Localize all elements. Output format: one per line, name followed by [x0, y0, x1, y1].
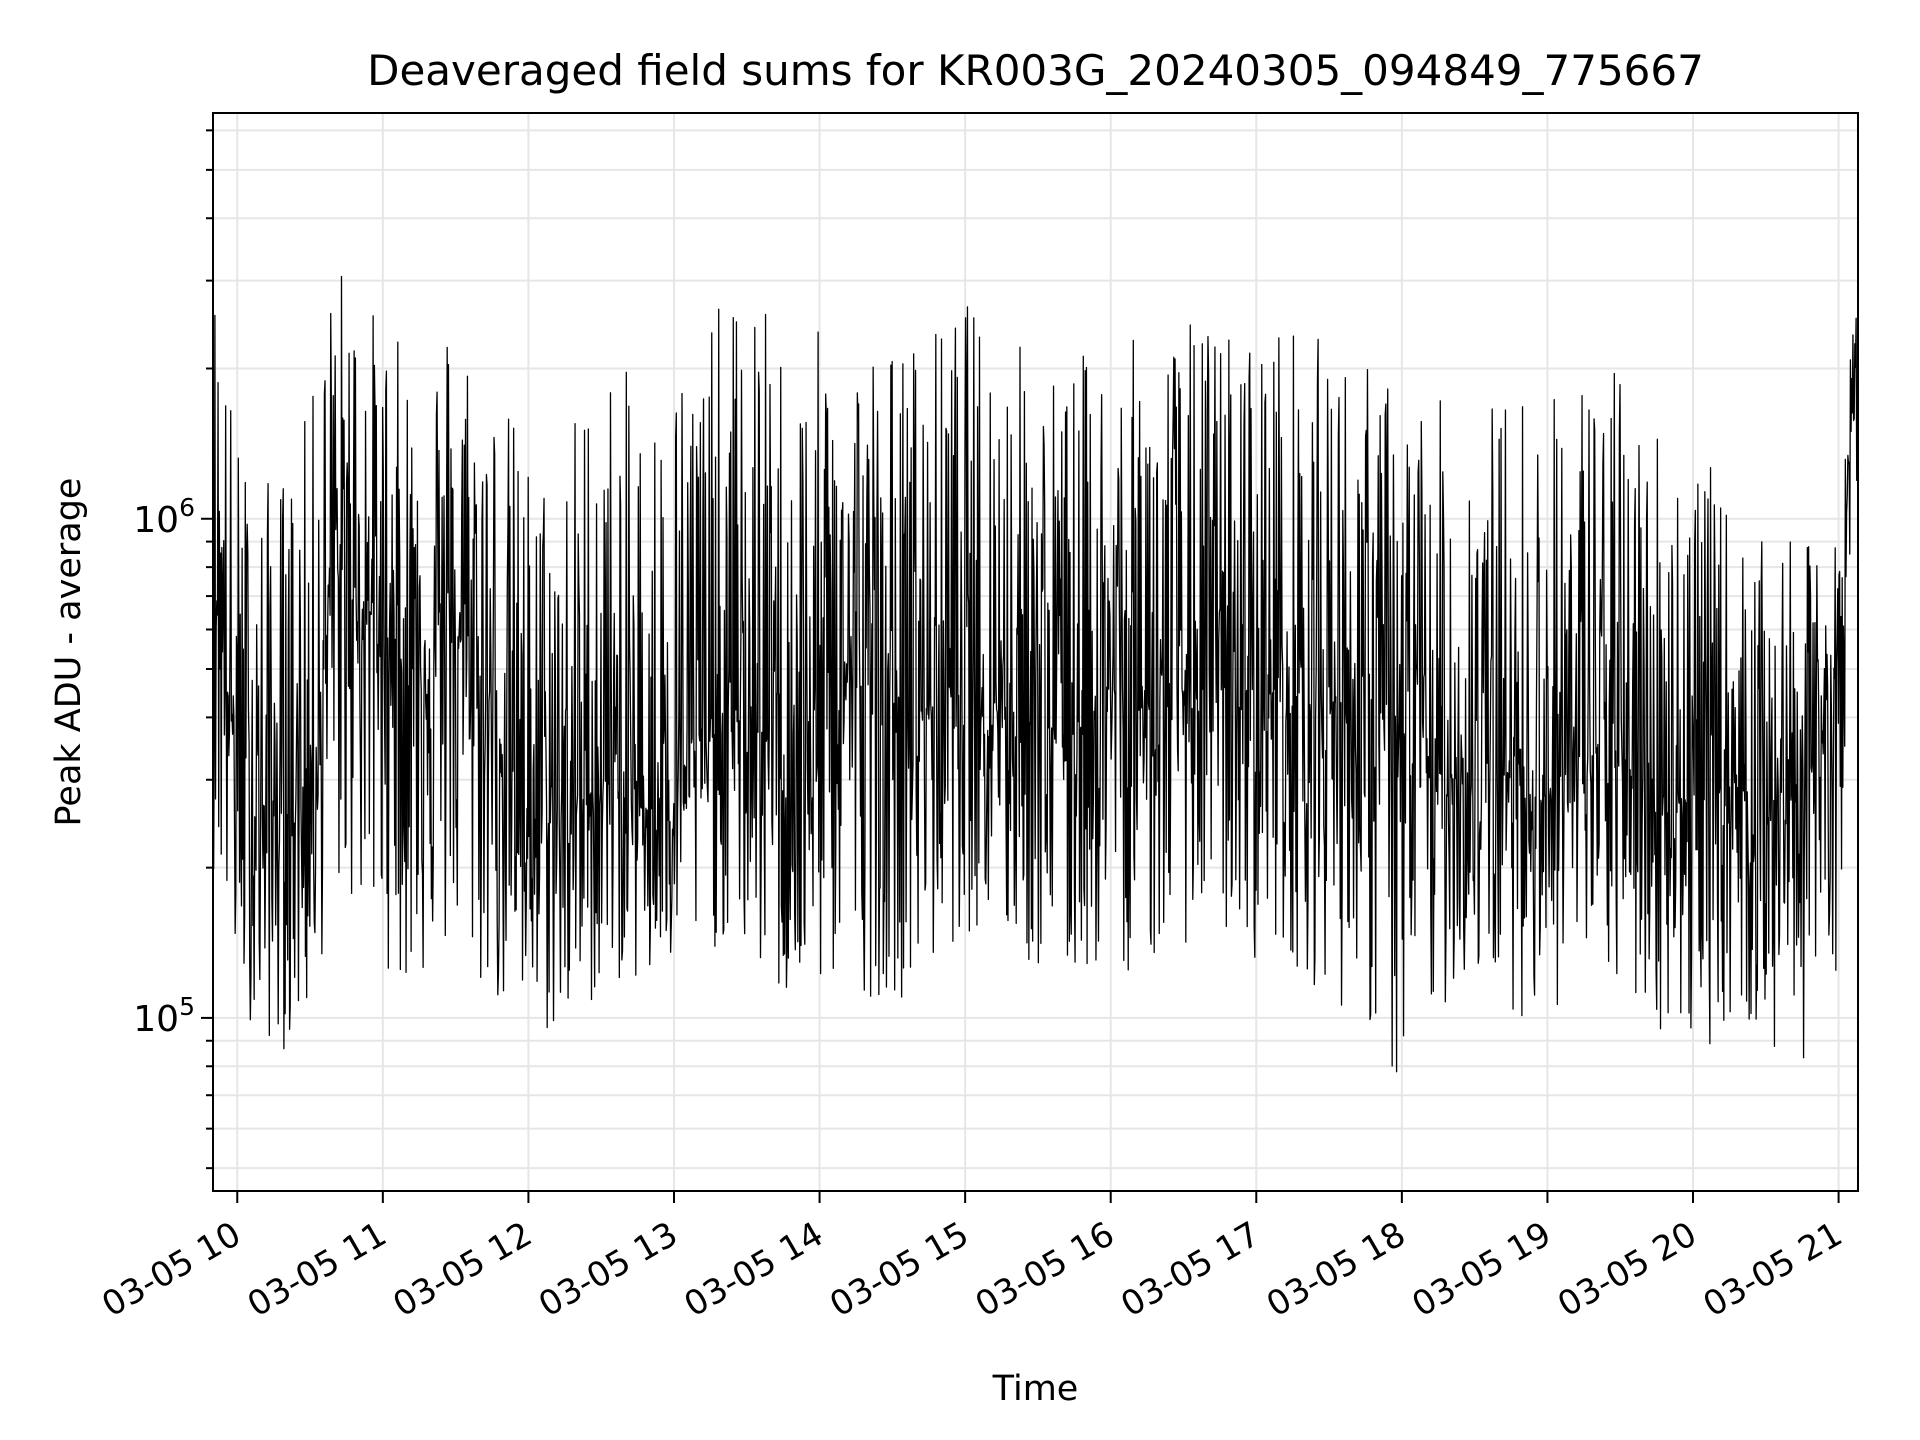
y-axis-label: Peak ADU - average — [49, 478, 89, 827]
series-line — [212, 275, 1859, 1073]
chart-title: Deaveraged field sums for KR003G_2024030… — [367, 46, 1704, 95]
series-layer — [212, 275, 1859, 1073]
y-tick-base: 10 — [133, 500, 179, 541]
y-tick-exponent: 5 — [179, 992, 195, 1021]
plot-frame — [212, 112, 1859, 1192]
y-tick-exponent: 6 — [179, 493, 195, 522]
x-axis-label: Time — [992, 1369, 1079, 1409]
y-tick-base: 10 — [133, 999, 179, 1040]
y-tick-label: 105 — [133, 992, 195, 1040]
y-tick-label: 106 — [133, 493, 195, 541]
